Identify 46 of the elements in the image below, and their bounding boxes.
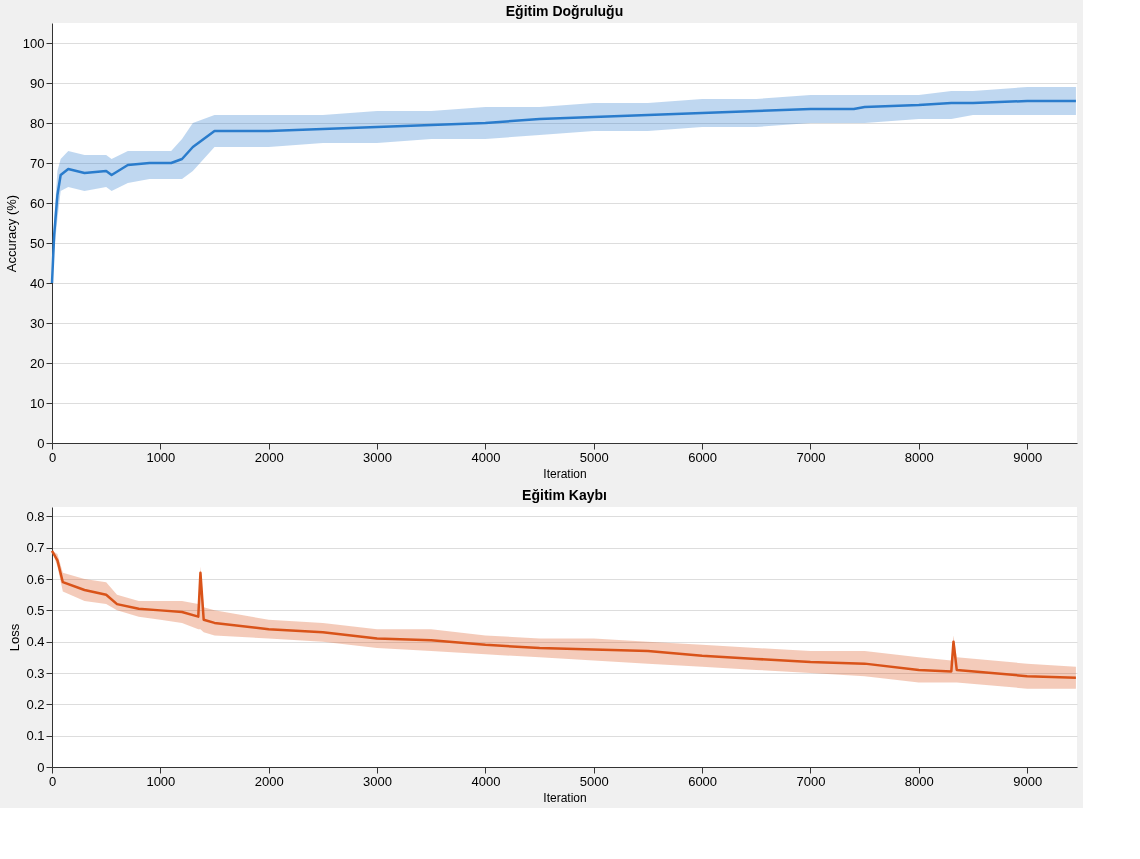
y-tick-label: 0.2 bbox=[26, 696, 45, 712]
x-tick-label: 1000 bbox=[146, 773, 176, 789]
y-tick-label: 80 bbox=[30, 115, 45, 131]
y-tick-label: 0.7 bbox=[26, 540, 45, 556]
x-tick-label: 7000 bbox=[796, 449, 826, 465]
y-tick-label: 70 bbox=[30, 155, 45, 171]
x-tick-label: 0 bbox=[48, 449, 57, 465]
y-tick-label: 60 bbox=[30, 195, 45, 211]
y-tick-label: 0.3 bbox=[26, 665, 45, 681]
x-tick-label: 2000 bbox=[254, 773, 284, 789]
x-tick-label: 4000 bbox=[471, 773, 501, 789]
y-tick-label: 0.4 bbox=[26, 634, 45, 650]
x-tick-label: 1000 bbox=[146, 449, 176, 465]
y-tick-label: 0.5 bbox=[26, 602, 45, 618]
x-tick-label: 5000 bbox=[579, 773, 609, 789]
x-axis-title: Iteration bbox=[543, 790, 587, 805]
y-tick-label: 20 bbox=[30, 355, 45, 371]
x-tick-label: 2000 bbox=[254, 449, 284, 465]
x-tick-label: 6000 bbox=[688, 449, 718, 465]
y-tick-label: 10 bbox=[30, 395, 45, 411]
x-tick-label: 9000 bbox=[1013, 449, 1043, 465]
x-tick-label: 3000 bbox=[363, 773, 393, 789]
y-tick-label: 0.6 bbox=[26, 571, 45, 587]
y-tick-label: 90 bbox=[30, 75, 45, 91]
x-tick-label: 9000 bbox=[1013, 773, 1043, 789]
y-tick-label: 0 bbox=[37, 435, 45, 451]
y-tick-label: 30 bbox=[30, 315, 45, 331]
y-tick-label: 40 bbox=[30, 275, 45, 291]
x-tick-label: 8000 bbox=[904, 449, 934, 465]
y-tick-label: 0.8 bbox=[26, 508, 45, 524]
y-tick-label: 0.1 bbox=[26, 728, 45, 744]
x-tick-label: 6000 bbox=[688, 773, 718, 789]
y-tick-label: 50 bbox=[30, 235, 45, 251]
x-tick-label: 3000 bbox=[363, 449, 393, 465]
chart-title: Eğitim Kaybı bbox=[522, 487, 607, 503]
x-tick-label: 8000 bbox=[904, 773, 934, 789]
y-axis-title: Accuracy (%) bbox=[3, 194, 19, 273]
y-tick-label: 100 bbox=[22, 35, 45, 51]
y-axis-title: Loss bbox=[7, 623, 23, 652]
x-tick-label: 5000 bbox=[579, 449, 609, 465]
x-tick-label: 7000 bbox=[796, 773, 826, 789]
x-tick-label: 4000 bbox=[471, 449, 501, 465]
x-axis-title: Iteration bbox=[543, 466, 587, 481]
y-tick-label: 0 bbox=[37, 759, 45, 775]
x-tick-label: 0 bbox=[48, 773, 57, 789]
chart-title: Eğitim Doğruluğu bbox=[505, 3, 624, 19]
